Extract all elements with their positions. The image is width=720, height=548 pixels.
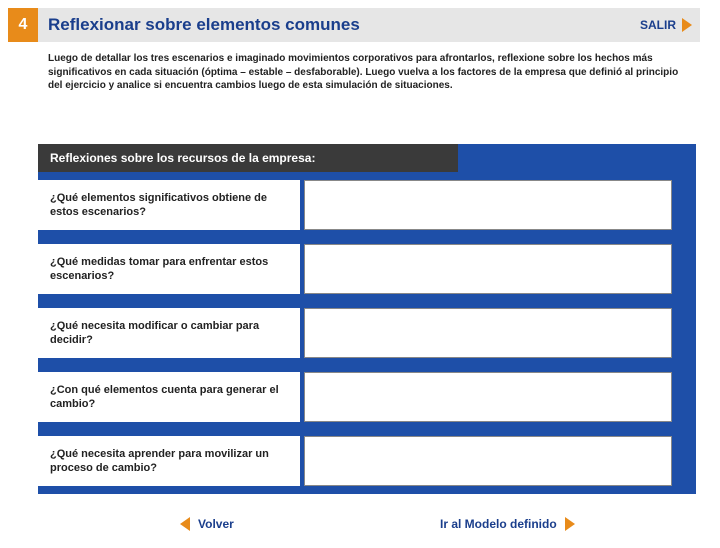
- footer-nav: Volver Ir al Modelo definido: [0, 504, 720, 544]
- exit-button[interactable]: SALIR: [628, 8, 700, 42]
- intro-text: Luego de detallar los tres escenarios e …: [48, 52, 690, 93]
- goto-model-button[interactable]: Ir al Modelo definido: [440, 517, 575, 531]
- answer-input-5[interactable]: [304, 436, 672, 486]
- question-label: ¿Qué necesita modificar o cambiar para d…: [0, 308, 300, 358]
- answer-input-3[interactable]: [304, 308, 672, 358]
- exit-label: SALIR: [640, 18, 676, 32]
- arrow-right-icon: [682, 18, 692, 32]
- header-bar: 4 Reflexionar sobre elementos comunes SA…: [8, 8, 700, 42]
- question-row: ¿Qué medidas tomar para enfrentar estos …: [0, 244, 672, 294]
- question-label: ¿Qué elementos significativos obtiene de…: [0, 180, 300, 230]
- step-number: 4: [8, 8, 38, 42]
- question-label: ¿Qué necesita aprender para movilizar un…: [0, 436, 300, 486]
- back-label: Volver: [198, 517, 234, 531]
- answer-input-4[interactable]: [304, 372, 672, 422]
- answer-input-1[interactable]: [304, 180, 672, 230]
- question-row: ¿Qué necesita modificar o cambiar para d…: [0, 308, 672, 358]
- section-subheader: Reflexiones sobre los recursos de la emp…: [38, 144, 458, 172]
- question-label: ¿Con qué elementos cuenta para generar e…: [0, 372, 300, 422]
- answer-input-2[interactable]: [304, 244, 672, 294]
- question-row: ¿Qué necesita aprender para movilizar un…: [0, 436, 672, 486]
- question-row: ¿Con qué elementos cuenta para generar e…: [0, 372, 672, 422]
- question-label: ¿Qué medidas tomar para enfrentar estos …: [0, 244, 300, 294]
- page-title: Reflexionar sobre elementos comunes: [38, 8, 628, 42]
- arrow-left-icon: [180, 517, 190, 531]
- goto-model-label: Ir al Modelo definido: [440, 517, 557, 531]
- back-button[interactable]: Volver: [180, 517, 234, 531]
- question-row: ¿Qué elementos significativos obtiene de…: [0, 180, 672, 230]
- question-rows: ¿Qué elementos significativos obtiene de…: [0, 180, 672, 500]
- arrow-right-icon: [565, 517, 575, 531]
